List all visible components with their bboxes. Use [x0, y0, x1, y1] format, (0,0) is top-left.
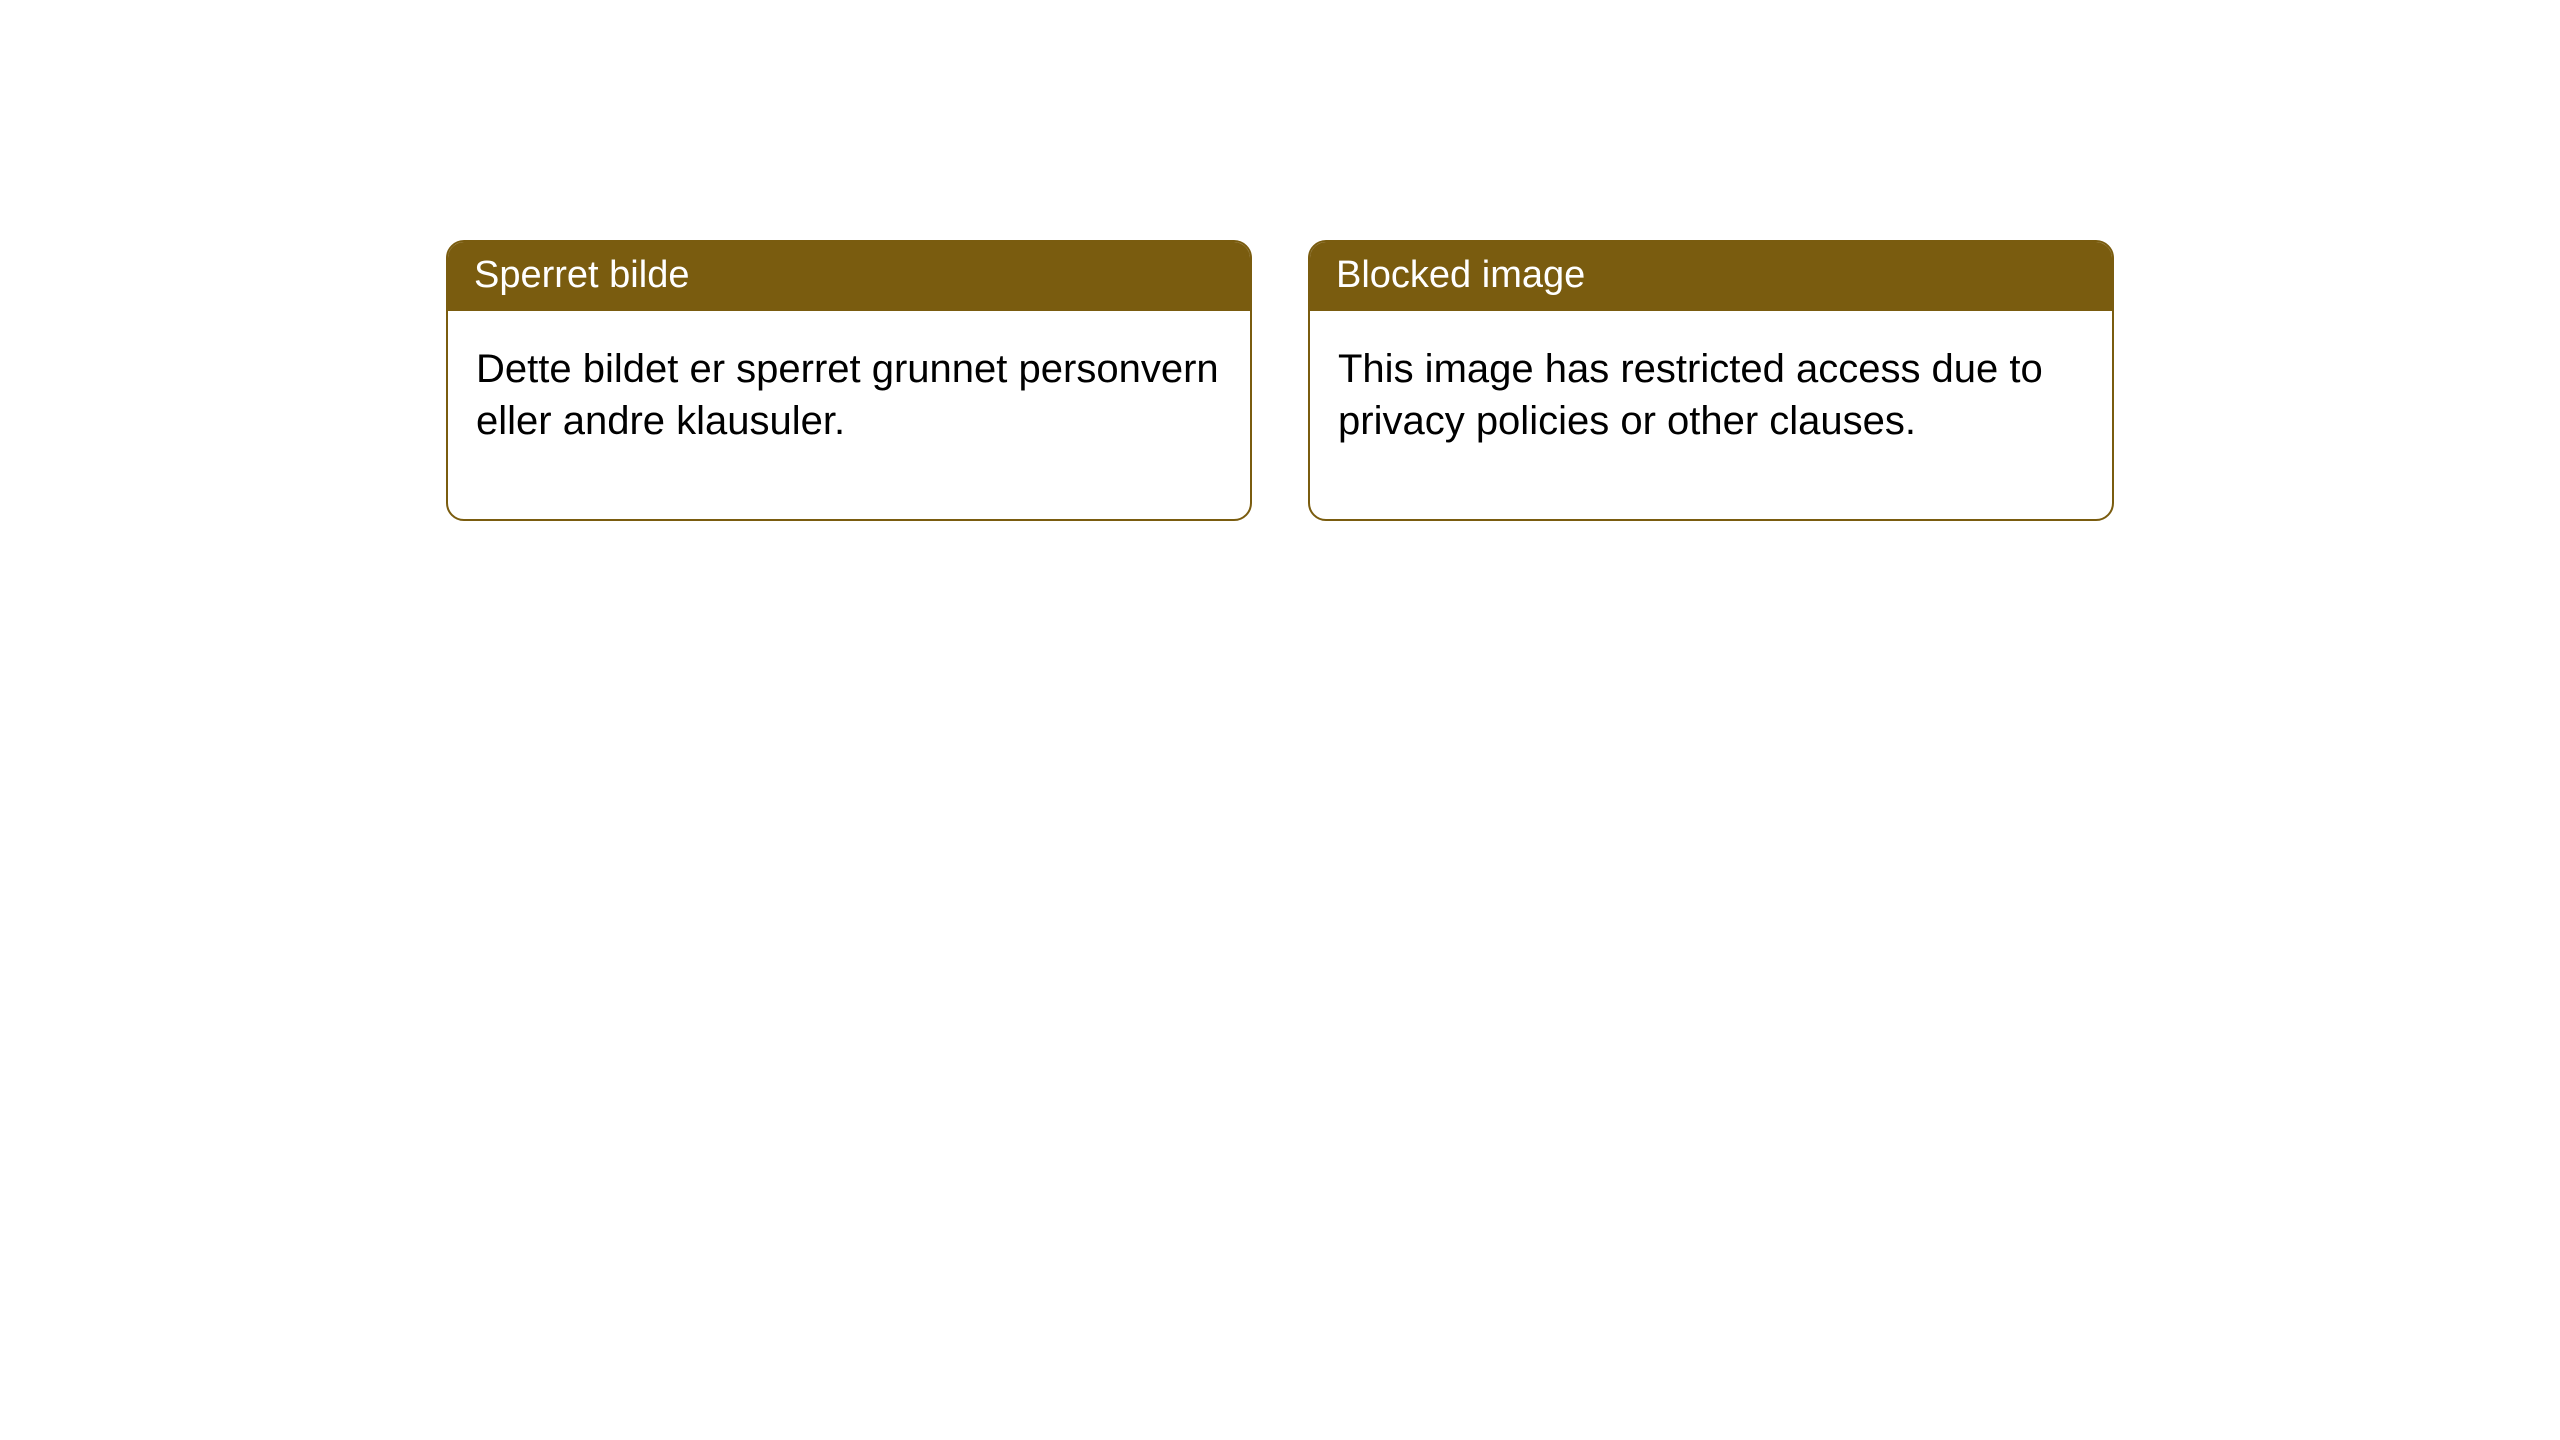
- card-body: This image has restricted access due to …: [1310, 311, 2112, 519]
- card-message: This image has restricted access due to …: [1338, 347, 2043, 443]
- card-message: Dette bildet er sperret grunnet personve…: [476, 347, 1219, 443]
- card-header: Blocked image: [1310, 242, 2112, 311]
- card-body: Dette bildet er sperret grunnet personve…: [448, 311, 1250, 519]
- card-title: Sperret bilde: [474, 254, 689, 296]
- notice-card-norwegian: Sperret bilde Dette bildet er sperret gr…: [446, 240, 1252, 521]
- card-header: Sperret bilde: [448, 242, 1250, 311]
- notice-container: Sperret bilde Dette bildet er sperret gr…: [446, 240, 2114, 521]
- notice-card-english: Blocked image This image has restricted …: [1308, 240, 2114, 521]
- card-title: Blocked image: [1336, 254, 1585, 296]
